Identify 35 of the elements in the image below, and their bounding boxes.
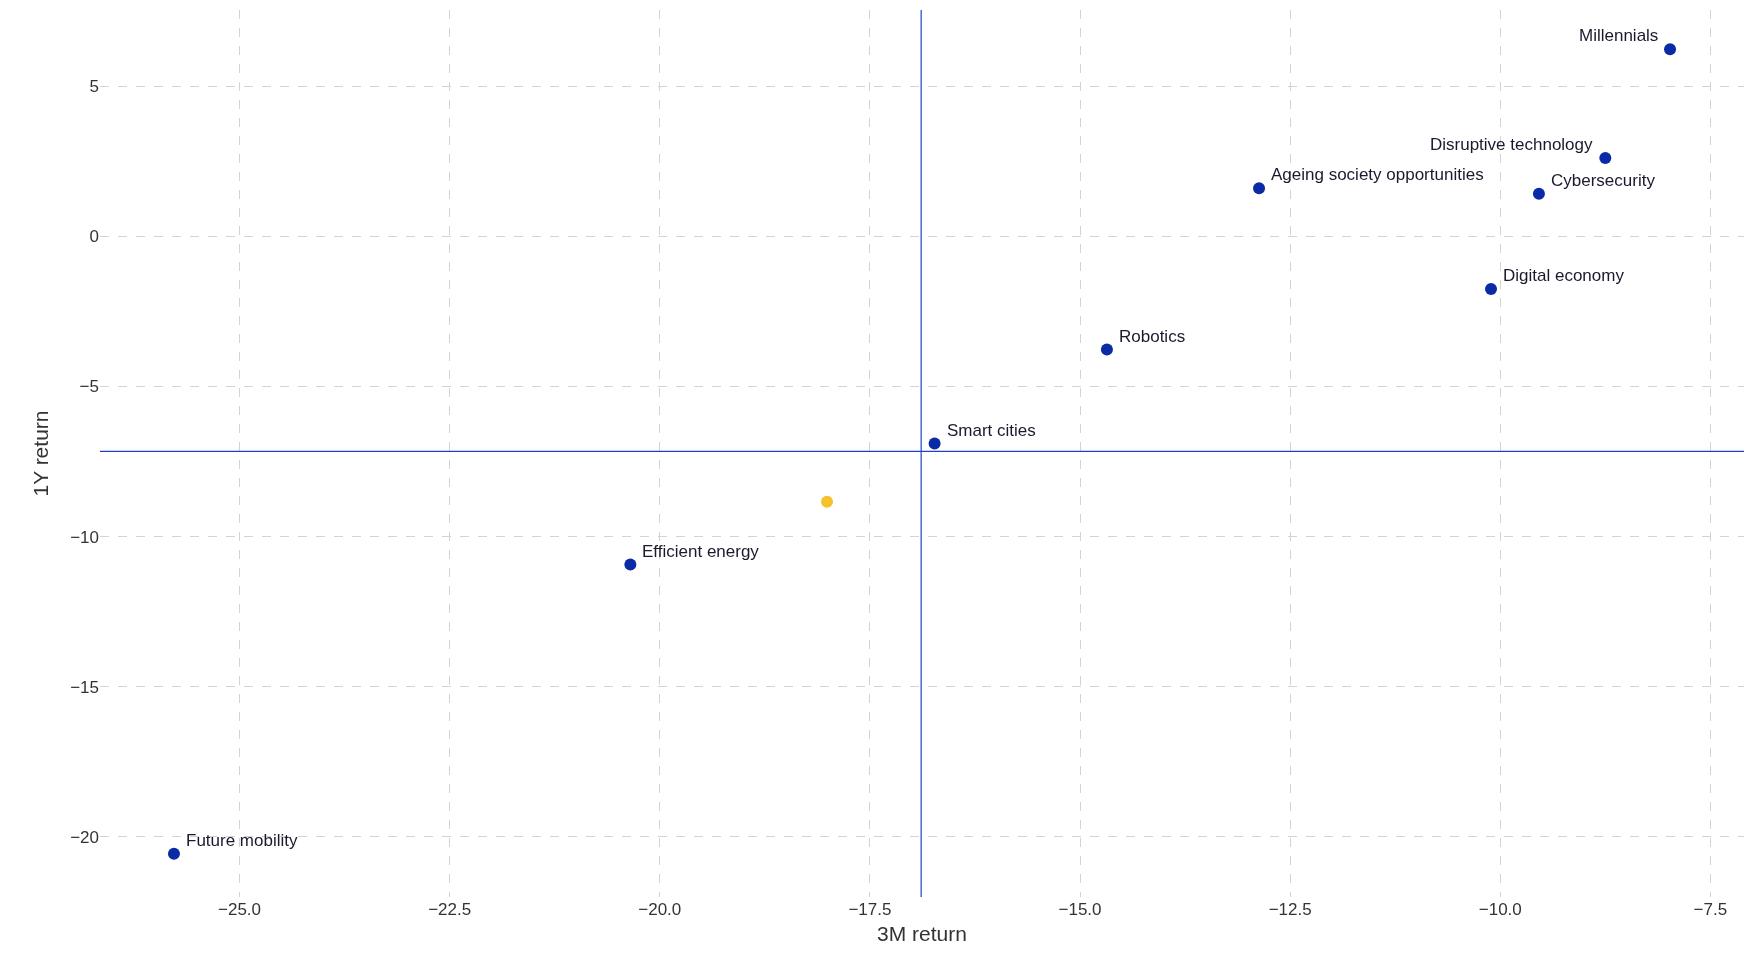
point <box>1253 182 1266 195</box>
point <box>1599 152 1612 165</box>
y-tick-label: −10 <box>70 527 99 547</box>
annotation: Future mobility <box>186 831 298 850</box>
x-axis-title: 3M return <box>877 922 967 946</box>
x-tick-label: −12.5 <box>1268 900 1312 919</box>
annotation: Smart cities <box>947 421 1036 440</box>
y-tick-label: 0 <box>89 227 99 247</box>
annotation: Ageing society opportunities <box>1271 165 1484 184</box>
x-tick-label: −17.5 <box>848 900 892 919</box>
point <box>1532 187 1545 200</box>
x-tick-label: −20.0 <box>638 900 682 919</box>
annotation: Efficient energy <box>642 542 760 561</box>
annotation: Digital economy <box>1503 266 1625 285</box>
point <box>1485 282 1498 295</box>
point <box>1664 43 1677 56</box>
x-tick-label: −22.5 <box>428 900 472 919</box>
annotation: Robotics <box>1119 327 1186 346</box>
annotation: Disruptive technology <box>1430 135 1594 154</box>
y-tick-label: −20 <box>70 827 99 847</box>
point <box>624 558 637 571</box>
point <box>928 437 941 450</box>
y-tick-label: 5 <box>89 77 99 97</box>
point <box>821 495 834 508</box>
annotation: Cybersecurity <box>1551 171 1656 190</box>
y-tick-label: −5 <box>79 377 99 397</box>
annotation: Millennials <box>1579 26 1659 45</box>
x-tick-label: −15.0 <box>1058 900 1102 919</box>
point <box>1100 343 1113 356</box>
point <box>167 847 180 860</box>
x-tick-label: −7.5 <box>1693 900 1728 919</box>
y-axis-title: 1Y return <box>29 410 53 497</box>
y-tick-label: −15 <box>70 677 99 697</box>
x-tick-label: −25.0 <box>218 900 262 919</box>
x-tick-label: −10.0 <box>1478 900 1522 919</box>
